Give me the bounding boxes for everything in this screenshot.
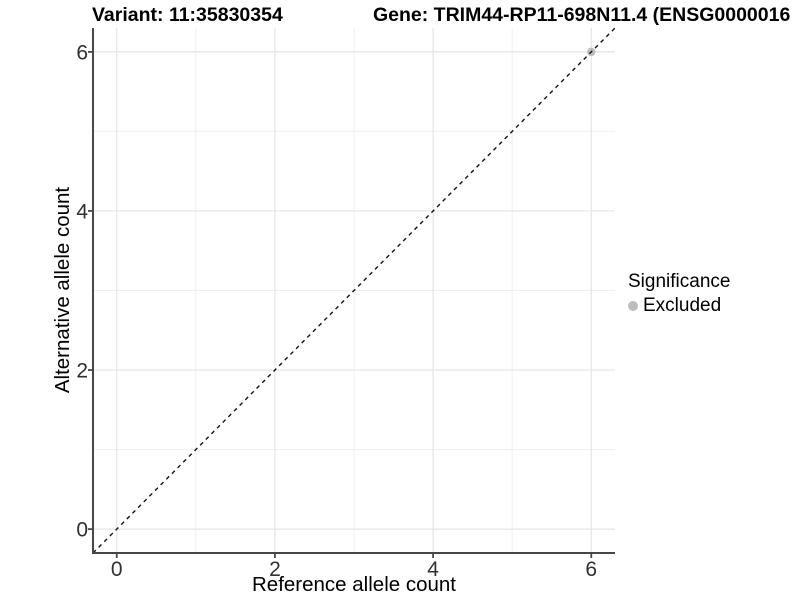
legend-item-excluded: Excluded — [628, 295, 730, 317]
y-tick-label: 6 — [76, 41, 88, 64]
y-tick-label: 4 — [76, 200, 88, 223]
legend-title: Significance — [628, 271, 731, 292]
y-tick-label: 2 — [76, 360, 88, 383]
y-tick-label: 0 — [76, 519, 88, 542]
legend: Significance Excluded — [628, 271, 730, 317]
gene-title: Gene: TRIM44-RP11-698N11.4 (ENSG0000016 — [373, 4, 791, 26]
excluded-point-icon — [628, 301, 638, 311]
variant-title: Variant: 11:35830354 — [92, 4, 283, 26]
x-tick-label: 4 — [427, 558, 439, 581]
x-tick-label: 2 — [269, 558, 281, 581]
y-axis-label: Alternative allele count — [51, 186, 74, 394]
x-tick-label: 6 — [585, 558, 597, 581]
x-axis-label: Reference allele count — [252, 573, 456, 596]
x-tick-label: 0 — [111, 558, 123, 581]
identity-line — [92, 27, 616, 554]
legend-item-label: Excluded — [643, 295, 722, 316]
